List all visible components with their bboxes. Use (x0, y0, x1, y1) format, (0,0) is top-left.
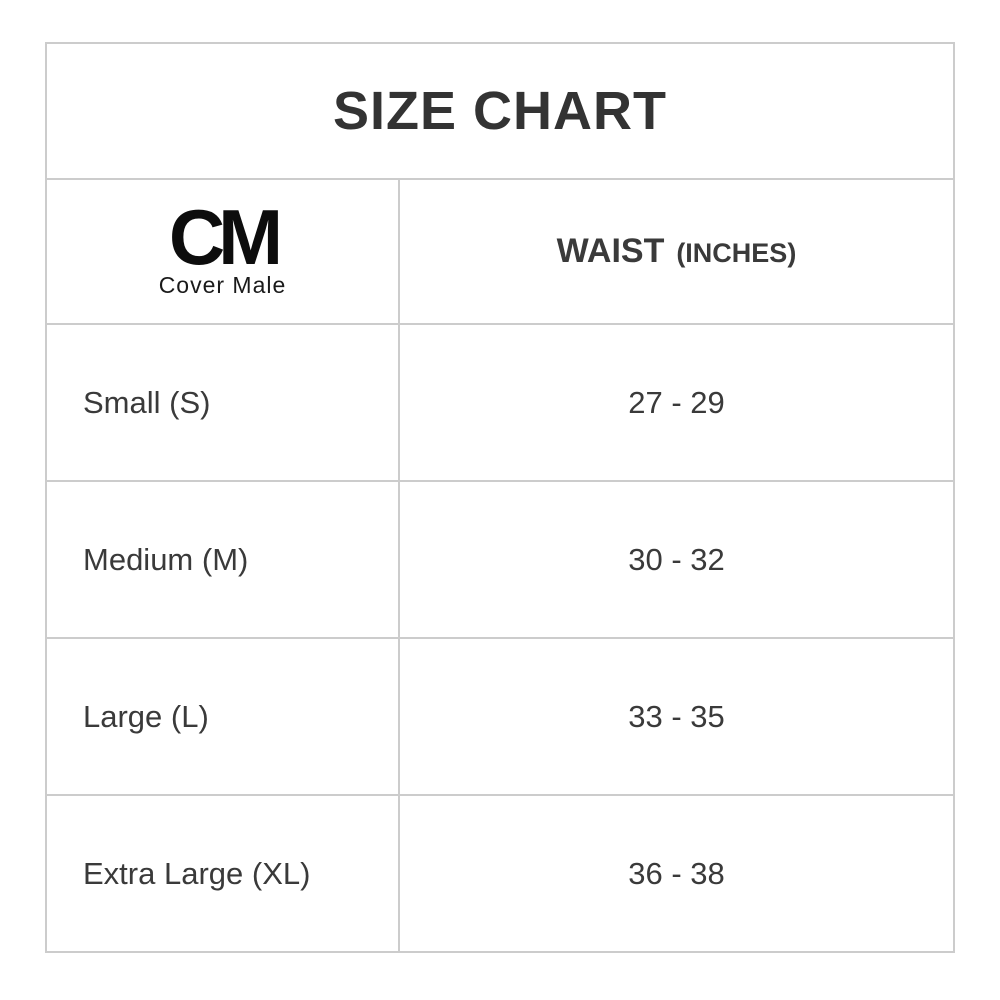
header-row: CM Cover Male WAIST (INCHES) (45, 178, 955, 325)
cm-logo-icon: CM (168, 192, 283, 281)
waist-value-large: 33 - 35 (398, 637, 955, 796)
table-row: Extra Large (XL) 36 - 38 (45, 794, 955, 953)
title-cell: SIZE CHART (45, 42, 955, 180)
table-row: Large (L) 33 - 35 (45, 637, 955, 796)
size-label-large: Large (L) (45, 637, 400, 796)
waist-value-small: 27 - 29 (398, 323, 955, 482)
size-label-medium: Medium (M) (45, 480, 400, 639)
brand-logo-cell: CM Cover Male (45, 178, 400, 325)
waist-column-header: WAIST (INCHES) (398, 178, 955, 325)
table-row: Small (S) 27 - 29 (45, 323, 955, 482)
brand-name-label: Cover Male (158, 272, 287, 299)
waist-value-extra-large: 36 - 38 (398, 794, 955, 953)
waist-header-label: WAIST (556, 232, 665, 270)
table-row: Medium (M) 30 - 32 (45, 480, 955, 639)
size-chart-table: SIZE CHART CM Cover Male WAIST (INCHES) … (45, 42, 955, 953)
size-label-extra-large: Extra Large (XL) (45, 794, 400, 953)
size-label-small: Small (S) (45, 323, 400, 482)
waist-header-unit: (INCHES) (676, 238, 797, 268)
title-row: SIZE CHART (45, 42, 955, 180)
page-title: SIZE CHART (333, 81, 667, 141)
waist-value-medium: 30 - 32 (398, 480, 955, 639)
cover-male-logo: CM Cover Male (158, 192, 287, 299)
